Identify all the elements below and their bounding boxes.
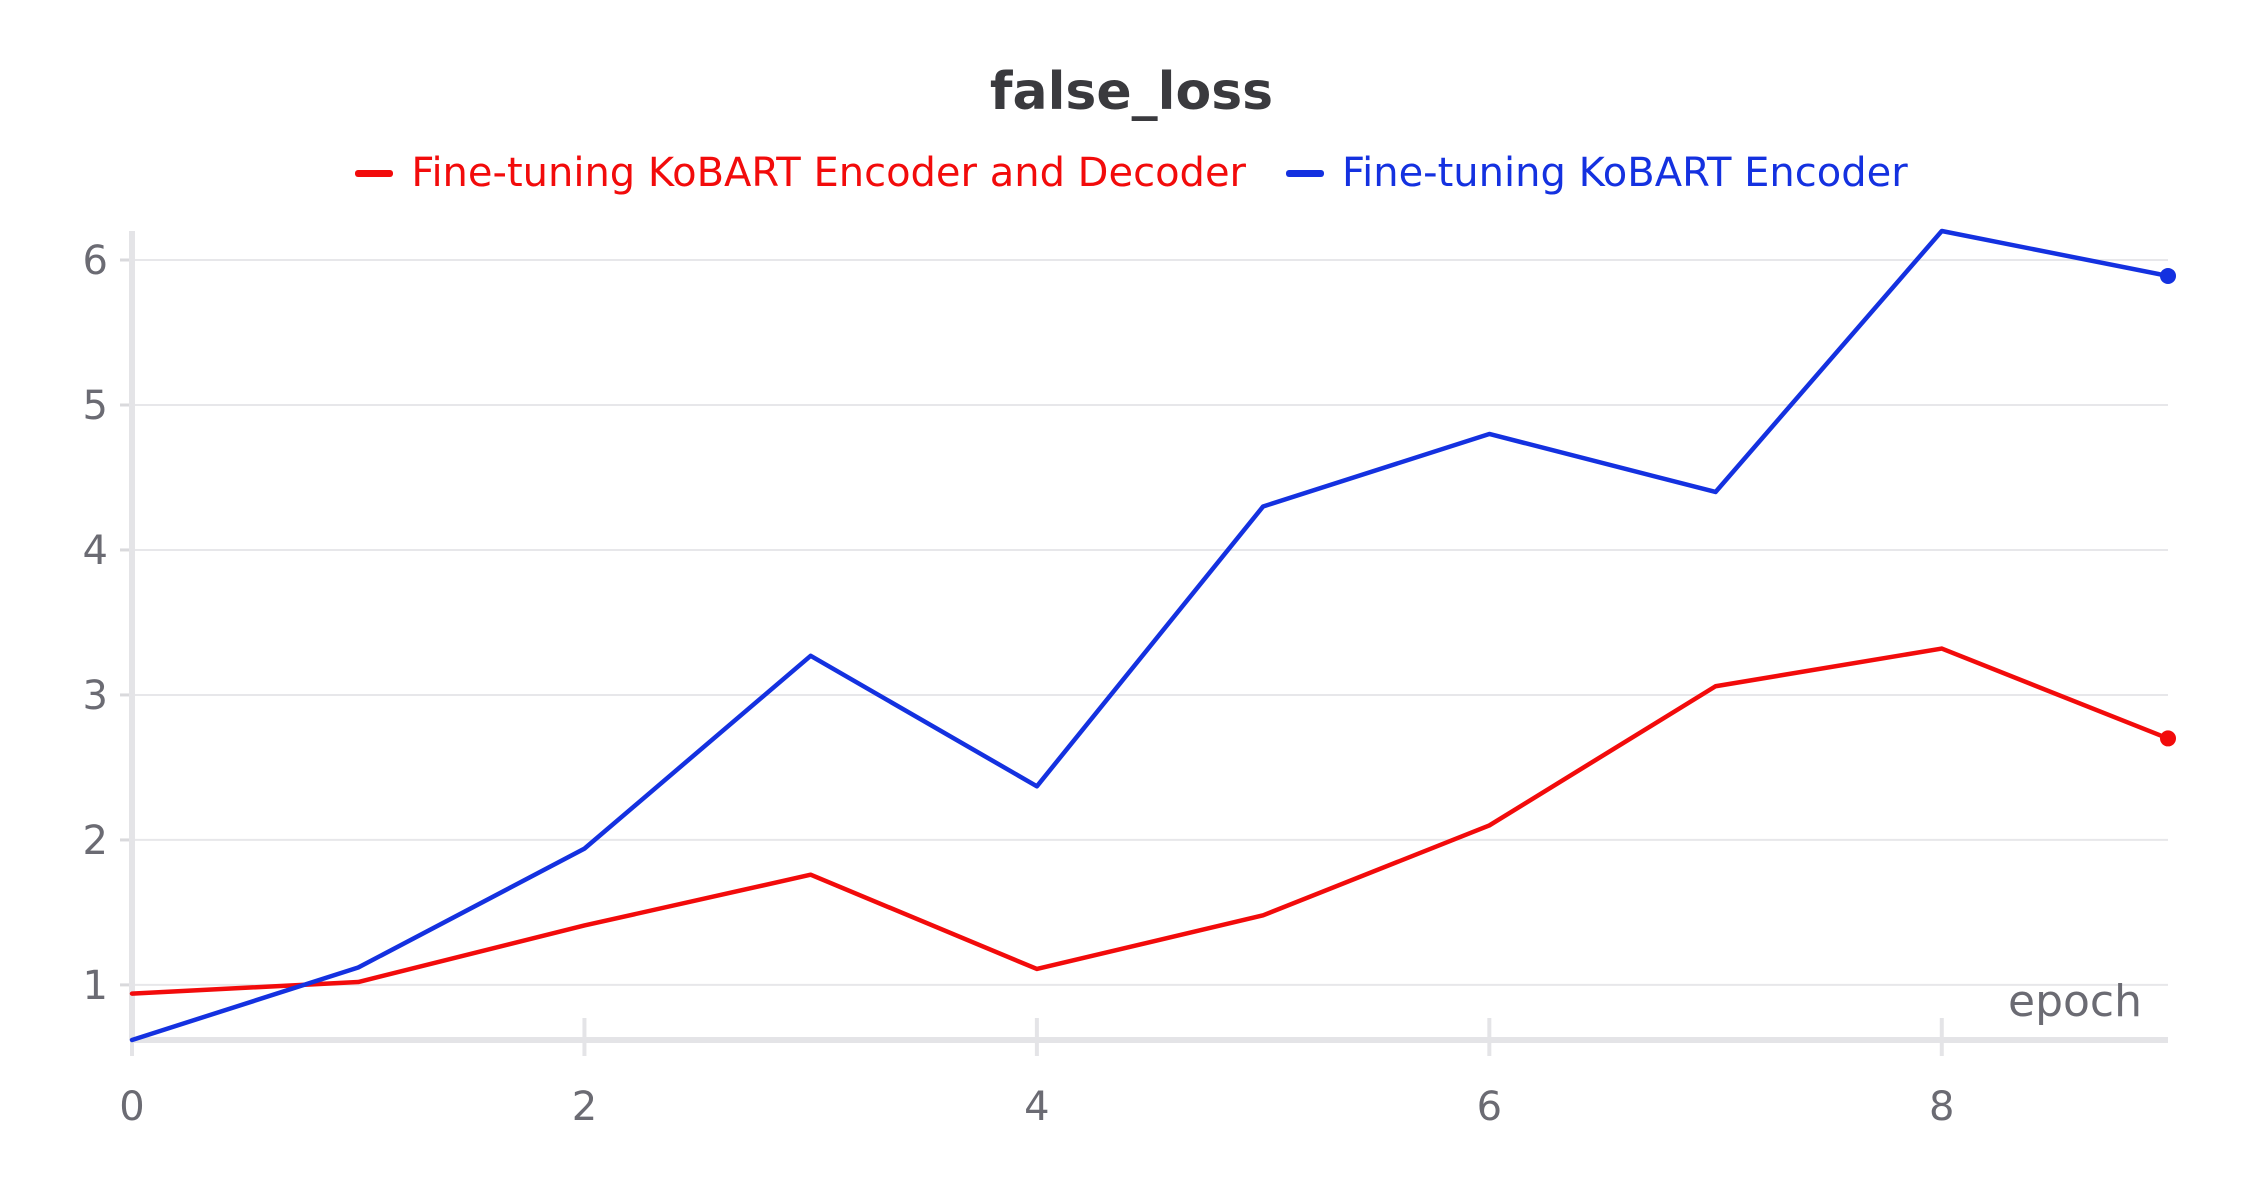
legend-label-encoder: Fine-tuning KoBART Encoder [1342,150,1908,196]
legend-swatch-encoder [1286,169,1324,177]
legend-label-encoder-decoder: Fine-tuning KoBART Encoder and Decoder [411,150,1246,196]
series-line-0 [129,646,2171,996]
x-tick-label-8: 8 [1929,1084,1954,1130]
y-tick-label-2: 2 [83,818,108,864]
y-tick-label-1: 1 [83,963,108,1009]
chart-title: false_loss [989,62,1274,122]
series-1-point-9 [2160,267,2176,284]
x-tick-label-2: 2 [572,1084,597,1130]
x-tick-label-6: 6 [1477,1084,1502,1130]
x-tick-label-4: 4 [1024,1084,1049,1130]
y-tick-label-4: 4 [83,528,108,574]
series-0-point-9 [2160,730,2176,747]
y-tick-label-3: 3 [83,673,108,719]
legend-swatch-encoder-decoder [355,169,394,177]
x-axis-title: epoch [2008,976,2142,1027]
legend-item-encoder[interactable]: Fine-tuning KoBART Encoder [1286,150,1908,196]
legend: Fine-tuning KoBART Encoder and Decoder F… [0,150,2263,196]
series-line-1 [129,228,2171,1043]
y-tick-label-6: 6 [83,238,108,284]
legend-item-encoder-decoder[interactable]: Fine-tuning KoBART Encoder and Decoder [355,150,1246,196]
y-tick-label-5: 5 [83,383,108,429]
x-tick-label-0: 0 [119,1084,144,1130]
